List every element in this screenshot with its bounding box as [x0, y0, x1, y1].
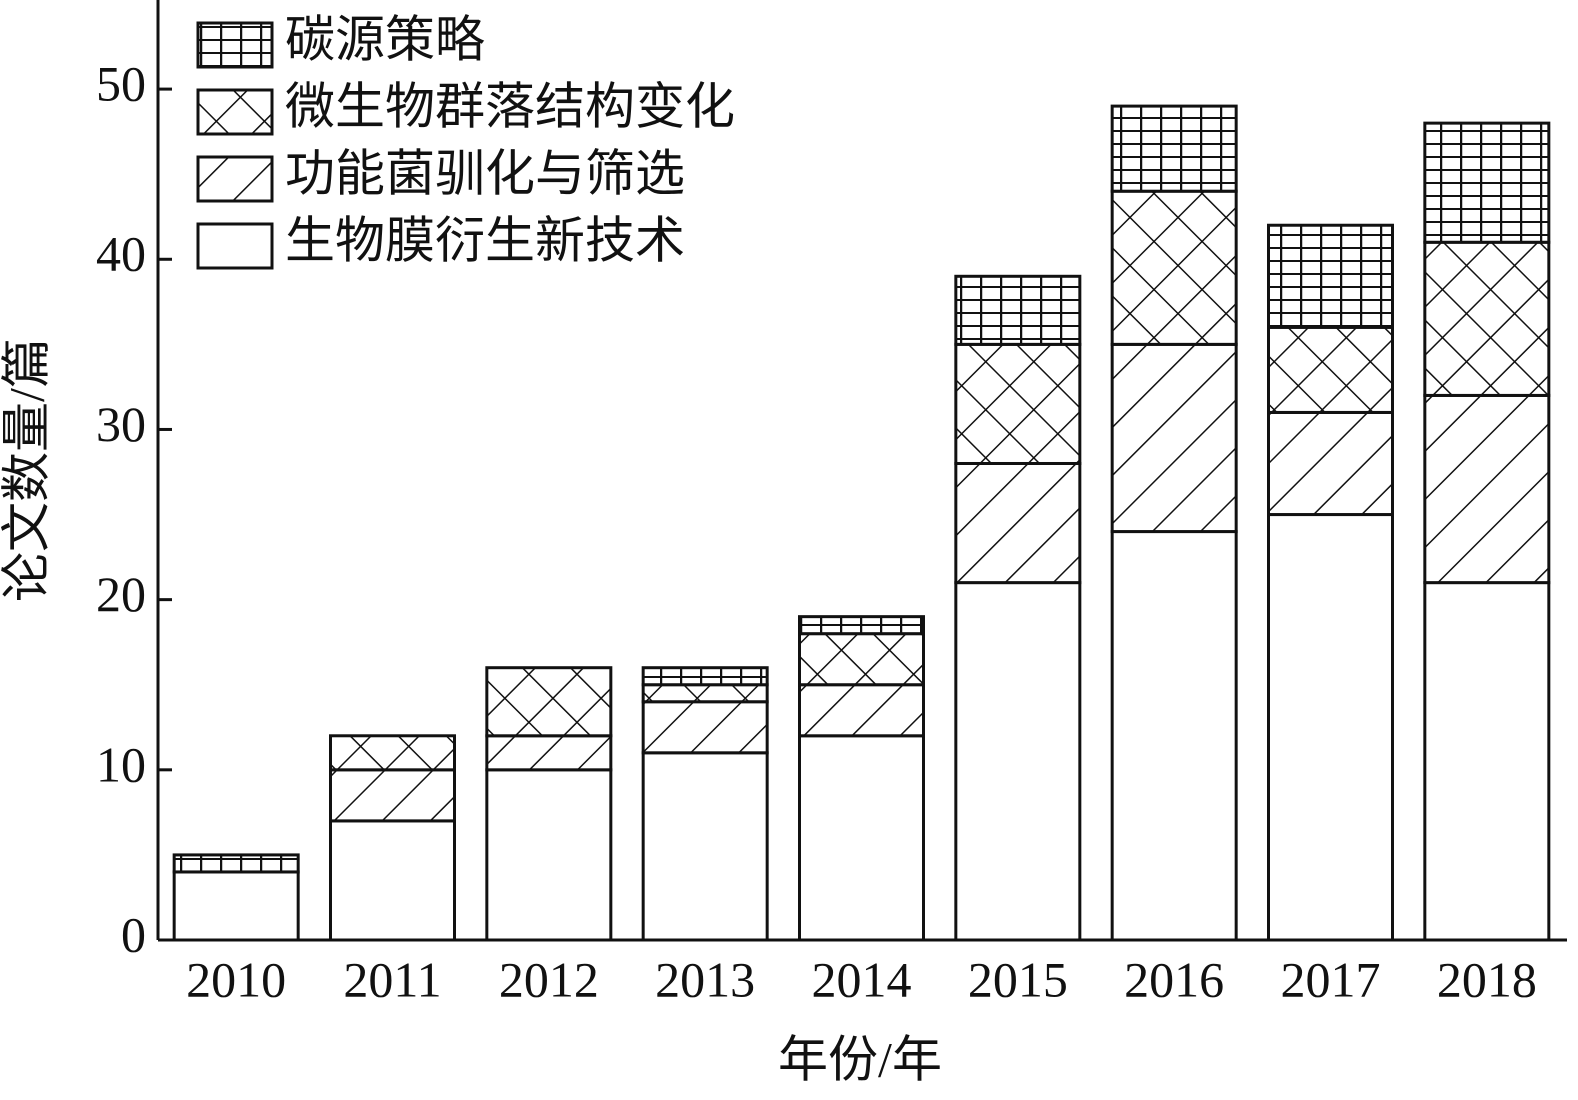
bar-segment — [954, 581, 1082, 942]
bar-segment — [485, 768, 613, 942]
bar-segment — [1423, 121, 1551, 244]
x-tick-label: 2017 — [1281, 951, 1381, 1007]
x-tick-label: 2018 — [1437, 951, 1537, 1007]
bar-segment — [329, 819, 456, 942]
bar-segment — [954, 461, 1082, 585]
legend-label: 微生物群落结构变化 — [285, 78, 735, 134]
y-axis-label: 论文数量/篇 — [0, 338, 54, 602]
bar-segment — [1267, 223, 1394, 329]
x-tick-label: 2014 — [812, 951, 912, 1007]
bar-segment — [1110, 342, 1238, 534]
bar-segment — [1423, 393, 1551, 585]
bar-segment — [1423, 581, 1551, 942]
x-axis-label: 年份/年 — [778, 1031, 942, 1087]
y-tick-label: 30 — [96, 396, 146, 452]
bar-segment — [798, 615, 925, 636]
x-tick-label: 2013 — [655, 951, 755, 1007]
y-tick-label: 0 — [121, 906, 146, 962]
bar-segment — [172, 853, 300, 874]
bar-segment — [641, 666, 769, 687]
bar-segment — [329, 768, 456, 823]
x-tick-label: 2015 — [968, 951, 1068, 1007]
y-tick-label: 20 — [96, 566, 146, 622]
bar-segment — [641, 700, 769, 755]
bar-segment — [172, 870, 300, 942]
y-tick-label: 40 — [96, 226, 146, 282]
legend-label: 碳源策略 — [285, 11, 485, 67]
bar-segment — [798, 734, 925, 942]
bar-segment — [641, 751, 769, 942]
y-tick-label: 50 — [96, 56, 146, 112]
bar-segment — [1267, 410, 1394, 517]
legend-swatch — [196, 155, 274, 203]
legend-label: 生物膜衍生新技术 — [285, 212, 685, 268]
x-tick-label: 2010 — [186, 951, 286, 1007]
x-tick-label: 2012 — [499, 951, 599, 1007]
bar-segment — [1110, 189, 1238, 346]
x-tick-label: 2016 — [1124, 951, 1224, 1007]
legend-swatch — [196, 88, 274, 136]
bar-segment — [641, 683, 769, 704]
legend-swatch — [196, 222, 274, 270]
bar-segment — [798, 683, 925, 738]
bar-segment — [1110, 530, 1238, 942]
bar-segment — [1110, 104, 1238, 193]
bar-segment — [1423, 240, 1551, 397]
bar-segment — [798, 632, 925, 687]
y-tick-label: 10 — [96, 736, 146, 792]
legend-swatch — [196, 21, 274, 69]
bar-segment — [485, 734, 613, 772]
bar-segment — [485, 666, 613, 738]
x-tick-label: 2011 — [343, 951, 441, 1007]
bar-segment — [1267, 513, 1394, 942]
legend-label: 功能菌驯化与筛选 — [285, 145, 685, 201]
bar-segment — [329, 734, 456, 772]
bar-segment — [954, 342, 1082, 465]
bar-segment — [1267, 325, 1394, 414]
bar-segment — [954, 274, 1082, 346]
